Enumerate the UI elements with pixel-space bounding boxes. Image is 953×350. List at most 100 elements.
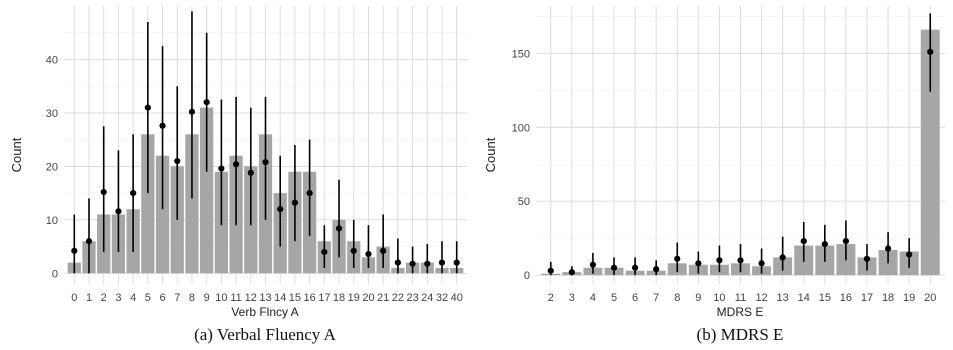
x-tick-label: 14 xyxy=(274,292,286,304)
x-tick-label: 16 xyxy=(840,292,852,304)
x-tick-label: 3 xyxy=(569,292,575,304)
point-15 xyxy=(821,240,828,248)
point-2 xyxy=(100,188,107,196)
point-11 xyxy=(737,257,744,264)
point-15 xyxy=(291,199,299,206)
x-tick-label: 12 xyxy=(755,292,767,304)
bar-9 xyxy=(200,107,214,274)
bar-6 xyxy=(155,155,170,274)
x-tick-label: 40 xyxy=(451,292,463,304)
point-3 xyxy=(568,269,575,276)
x-tick-label: 6 xyxy=(632,292,638,304)
x-tick-label: 1 xyxy=(86,292,92,304)
x-tick-label: 5 xyxy=(145,292,151,304)
point-4 xyxy=(589,261,597,268)
point-10 xyxy=(218,165,225,172)
point-19 xyxy=(350,247,357,254)
point-8 xyxy=(674,255,681,262)
points-b xyxy=(547,48,934,276)
x-tick-label: 19 xyxy=(903,292,915,304)
panel-b: 0 50 100 150 2 3 4 5 6 7 8 9 10 11 12 13 14 15 16 17 18 19 20… xyxy=(483,6,945,344)
x-tick-label: 8 xyxy=(189,292,195,304)
x-tick-label: 13 xyxy=(777,292,789,304)
y-axis-title-a: Count xyxy=(9,137,24,172)
point-19 xyxy=(906,251,913,258)
x-tick-label: 20 xyxy=(924,292,936,304)
x-tick-label: 4 xyxy=(130,292,136,304)
x-tick-label: 14 xyxy=(798,292,810,304)
point-17 xyxy=(321,248,328,256)
point-10 xyxy=(716,257,723,264)
x-tick-label: 4 xyxy=(590,292,596,304)
point-9 xyxy=(695,260,702,267)
point-14 xyxy=(277,206,284,213)
gridlines-b xyxy=(536,6,945,284)
point-2 xyxy=(547,267,554,274)
x-tick-label: 0 xyxy=(71,292,77,304)
x-tick-label: 9 xyxy=(204,292,210,304)
x-tick-labels-a: 0 1 2 3 4 5 6 7 8 9 10 11 12 13 14 15 16 17 18 19 20 21 22 23 24… xyxy=(71,292,463,304)
x-tick-label: 5 xyxy=(611,292,617,304)
x-tick-label: 12 xyxy=(245,292,257,304)
y-tick-label: 40 xyxy=(46,54,58,66)
point-13 xyxy=(262,159,269,166)
point-9 xyxy=(203,99,210,106)
point-0 xyxy=(71,247,78,254)
point-7 xyxy=(174,157,181,165)
point-21 xyxy=(380,247,387,254)
x-tick-label: 15 xyxy=(819,292,831,304)
point-12 xyxy=(247,169,254,176)
bar-20 xyxy=(920,29,940,276)
x-tick-label: 18 xyxy=(333,292,345,304)
point-20 xyxy=(927,48,934,55)
point-4 xyxy=(130,190,137,197)
y-tick-label: 150 xyxy=(512,48,530,60)
x-tick-label: 11 xyxy=(230,292,241,304)
point-22 xyxy=(394,259,401,266)
point-40 xyxy=(453,259,460,266)
x-tick-label: 2 xyxy=(101,292,107,304)
bar-5 xyxy=(141,134,155,274)
point-8 xyxy=(188,108,196,115)
y-tick-label: 20 xyxy=(46,161,58,173)
x-tick-labels-b: 2 3 4 5 6 7 8 9 10 11 12 13 14 15 16 17 18 19 20 xyxy=(548,292,937,304)
y-tick-label: 50 xyxy=(518,196,530,208)
x-tick-label: 32 xyxy=(436,292,448,304)
x-tick-label: 8 xyxy=(674,292,680,304)
point-12 xyxy=(758,260,765,267)
x-tick-label: 7 xyxy=(653,292,659,304)
x-axis-title-a: Verb Flncy A xyxy=(231,305,298,319)
point-23 xyxy=(409,260,416,267)
x-tick-label: 9 xyxy=(695,292,701,304)
y-tick-label: 100 xyxy=(512,122,530,134)
point-18 xyxy=(884,245,892,252)
point-13 xyxy=(779,254,786,261)
x-tick-label: 2 xyxy=(548,292,554,304)
point-17 xyxy=(863,255,871,262)
x-tick-label: 24 xyxy=(421,292,433,304)
caption-a: (a) Verbal Fluency A xyxy=(194,325,337,344)
x-tick-label: 16 xyxy=(303,292,315,304)
point-18 xyxy=(335,225,343,232)
point-11 xyxy=(232,161,240,168)
x-tick-label: 10 xyxy=(215,292,227,304)
point-14 xyxy=(800,238,807,245)
point-24 xyxy=(424,260,431,267)
point-5 xyxy=(144,104,151,111)
x-tick-label: 15 xyxy=(289,292,301,304)
y-tick-label: 0 xyxy=(524,270,530,282)
x-tick-label: 11 xyxy=(735,292,746,304)
point-3 xyxy=(115,208,122,215)
x-tick-label: 17 xyxy=(861,292,873,304)
x-tick-label: 20 xyxy=(362,292,374,304)
point-1 xyxy=(85,238,93,245)
bar-8 xyxy=(185,134,199,274)
x-tick-label: 7 xyxy=(174,292,180,304)
point-32 xyxy=(438,259,446,266)
points-a xyxy=(71,99,460,267)
x-tick-label: 18 xyxy=(882,292,894,304)
x-tick-label: 3 xyxy=(115,292,121,304)
y-tick-label: 30 xyxy=(46,108,58,120)
